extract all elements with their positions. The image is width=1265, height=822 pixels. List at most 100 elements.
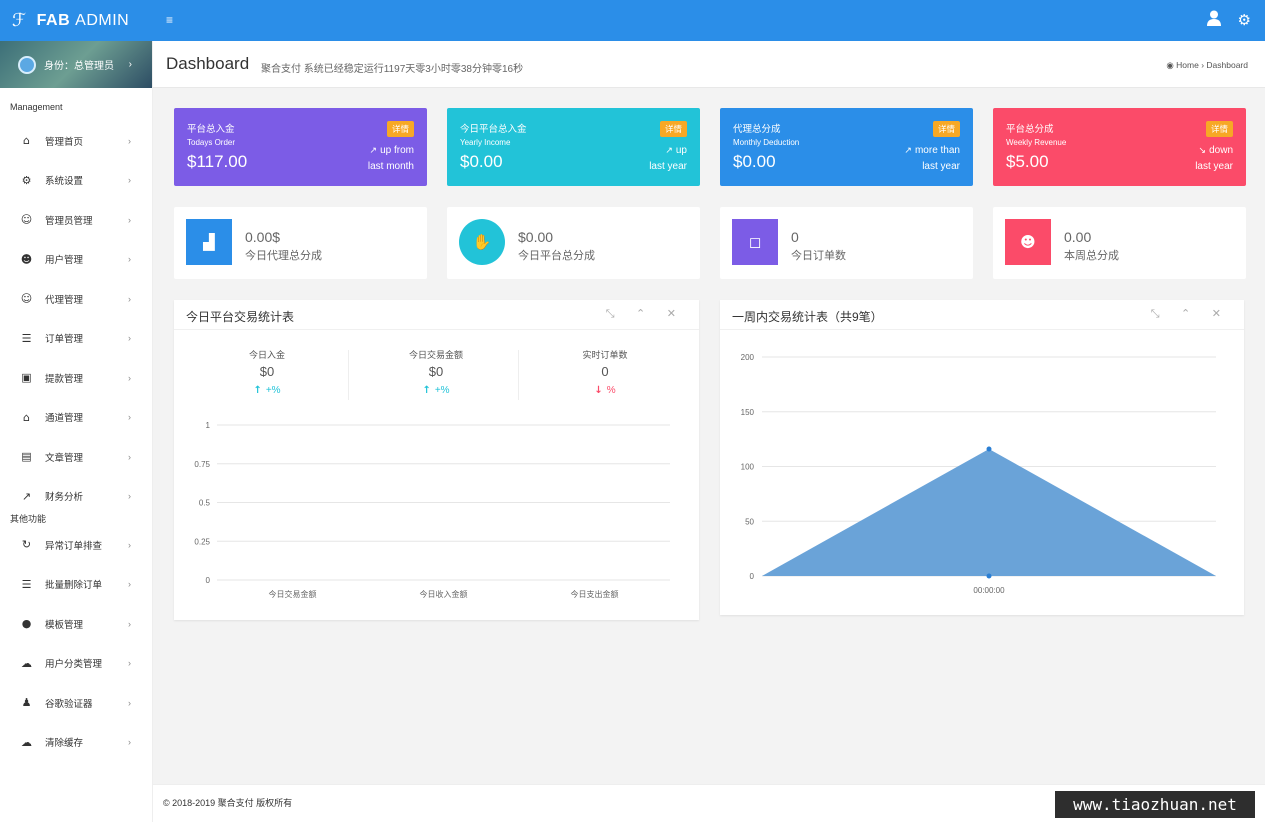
summary-value: 0.00	[1064, 229, 1092, 245]
stat-trend: ↗ up last year	[649, 143, 687, 174]
sidebar-item[interactable]: ☁ 用户分类管理 ›	[0, 644, 152, 684]
kpi: 今日入金 $0 ↑ +%	[182, 348, 352, 396]
chevron-right-icon: ›	[128, 254, 131, 265]
stat-trend: ↗ up from last month	[368, 143, 414, 174]
arrow-up-icon: ↑	[422, 385, 431, 396]
home-icon: ⌂	[23, 134, 30, 148]
divider	[348, 350, 349, 400]
y-tick-label: 50	[745, 517, 754, 526]
feather-logo-icon: ℱ	[12, 10, 27, 31]
panel-tools[interactable]: ⤡ ⌃ ✕	[1150, 307, 1230, 320]
breadcrumb-current: Dashboard	[1206, 60, 1248, 70]
x-tick-label: 00:00:00	[973, 586, 1005, 595]
lock-icon: ▣	[21, 371, 32, 385]
sidebar-item[interactable]: ⚙ 系统设置 ›	[0, 161, 152, 201]
arrow-down-icon: ↓	[594, 385, 603, 396]
kpi-change-text: %	[606, 385, 616, 396]
users-icon: ☻	[1005, 219, 1051, 265]
chevron-right-icon: ›	[128, 618, 131, 629]
stat-value: $0.00	[460, 152, 503, 171]
stat-value: $0.00	[733, 152, 776, 171]
sidebar-item[interactable]: ● 模板管理 ›	[0, 604, 152, 644]
details-button[interactable]: 详情	[932, 121, 960, 137]
sidebar-item[interactable]: ↗ 财务分析 ›	[0, 477, 152, 517]
brand-name-bold: FAB	[36, 11, 71, 29]
details-button[interactable]: 详情	[1205, 121, 1233, 137]
sidebar-item[interactable]: ▤ 文章管理 ›	[0, 437, 152, 477]
summary-label: 本周总分成	[1064, 250, 1119, 262]
stat-card: 平台总分成 Weekly Revenue $5.00 详情 ↘ down last year	[993, 108, 1246, 186]
sidebar-item-label: 用户管理	[45, 255, 84, 267]
sidebar-item[interactable]: ☁ 清除缓存 ›	[0, 723, 152, 763]
chevron-right-icon: ›	[128, 451, 131, 462]
user-icon[interactable]	[1207, 10, 1221, 26]
sidebar-item-label: 提款管理	[45, 373, 84, 385]
sidebar-item[interactable]: ⌂ 通道管理 ›	[0, 398, 152, 438]
x-tick-label: 今日收入金额	[420, 589, 468, 599]
breadcrumb-home[interactable]: Home	[1176, 60, 1199, 70]
y-tick-label: 0.25	[194, 537, 210, 546]
sidebar-item-label: 管理员管理	[45, 215, 93, 227]
summary-value: 0	[791, 229, 799, 245]
sidebar-item[interactable]: ↻ 异常订单排查 ›	[0, 525, 152, 565]
sidebar-item[interactable]: ♟ 谷歌验证器 ›	[0, 683, 152, 723]
sidebar-item-label: 系统设置	[45, 176, 84, 188]
week-area-chart: 0 50 100 150 200 00:00:00	[741, 353, 1216, 595]
stat-value: $5.00	[1006, 152, 1049, 171]
kpi-change-text: +%	[434, 385, 450, 396]
y-tick-label: 0.75	[194, 460, 210, 469]
summary-card: ☻ 0.00 本周总分成	[993, 207, 1246, 279]
chevron-right-icon: ›	[128, 135, 131, 146]
copyright: © 2018-2019 聚合支付 版权所有	[163, 798, 293, 808]
sidebar-item[interactable]: ☰ 批量删除订单 ›	[0, 565, 152, 605]
chevron-right-icon: ›	[128, 658, 131, 669]
sidebar-item-label: 管理首页	[45, 136, 84, 148]
sidebar-item[interactable]: ☺ 代理管理 ›	[0, 279, 152, 319]
trend-up-icon: ↗	[665, 146, 673, 156]
kpi-change: ↓%	[520, 385, 690, 396]
gears-icon: ⚙	[21, 173, 32, 187]
details-button[interactable]: 详情	[659, 121, 687, 137]
kpi-label: 实时订单数	[582, 350, 628, 360]
page-title: Dashboard	[166, 54, 250, 73]
chevron-right-icon: ›	[128, 579, 131, 590]
panel-tools[interactable]: ⤡ ⌃ ✕	[605, 307, 685, 320]
users-icon: ☻	[20, 252, 33, 266]
kpi-label: 今日入金	[248, 350, 285, 360]
brand[interactable]: ℱ FAB ADMIN	[0, 0, 153, 41]
panel-header: 今日平台交易统计表 ⤡ ⌃ ✕	[174, 300, 699, 330]
chevron-right-icon: ›	[128, 697, 131, 708]
today-bar-chart: 0 0.25 0.5 0.75 1 今日交易金额 今日收入金额 今日支出金额	[194, 421, 670, 599]
sidebar-item[interactable]: ☻ 用户管理 ›	[0, 240, 152, 280]
summary-card: ✋ $0.00 今日平台总分成	[447, 207, 700, 279]
cloud-icon: ☁	[21, 735, 32, 749]
kpi: 今日交易金额 $0 ↑ +%	[351, 348, 521, 396]
trend-text: up from	[380, 145, 414, 156]
stat-title: 平台总分成	[1006, 124, 1054, 135]
y-tick-label: 100	[741, 463, 755, 472]
today-stats-panel: 今日平台交易统计表 ⤡ ⌃ ✕ 今日入金 $0 ↑ +% 今日交易金额 $0 ↑ +% 实时订单…	[174, 300, 699, 620]
kpi-label: 今日交易金额	[408, 350, 463, 360]
details-button[interactable]: 详情	[386, 121, 414, 137]
summary-card: ◻ 0 今日订单数	[720, 207, 973, 279]
gear-icon[interactable]: ⚙	[1237, 11, 1251, 29]
watermark: www.tiaozhuan.net	[1055, 791, 1255, 818]
sidebar-item[interactable]: ▣ 提款管理 ›	[0, 358, 152, 398]
sidebar-item-label: 代理管理	[45, 294, 84, 306]
sidebar-item[interactable]: ☰ 订单管理 ›	[0, 319, 152, 359]
sidebar-item[interactable]: ⌂ 管理首页 ›	[0, 121, 152, 161]
chevron-right-icon: ›	[128, 737, 131, 748]
summary-card: ▟ 0.00$ 今日代理总分成	[174, 207, 427, 279]
sidebar-item[interactable]: ☺ 管理员管理 ›	[0, 200, 152, 240]
stat-card: 平台总入金 Todays Order $117.00 详情 ↗ up from last m…	[174, 108, 427, 186]
sidebar-item-label: 订单管理	[45, 334, 84, 346]
chevron-right-icon: ›	[128, 539, 131, 550]
panel-header: 一周内交易统计表（共9笔） ⤡ ⌃ ✕	[720, 300, 1244, 330]
chevron-right-icon: ›	[128, 372, 131, 383]
stat-subtitle: Weekly Revenue	[1006, 138, 1067, 147]
stat-card: 代理总分成 Monthly Deduction $0.00 详情 ↗ more than l…	[720, 108, 973, 186]
user-circle-icon: ☺	[20, 292, 33, 306]
profile-bar[interactable]: 身份：总管理员 ›	[0, 41, 152, 88]
menu-toggle-button[interactable]: ≡	[166, 13, 174, 27]
page-header: Dashboard 聚合支付 系统已经稳定运行1197天零3小时零38分钟零16…	[153, 41, 1265, 88]
